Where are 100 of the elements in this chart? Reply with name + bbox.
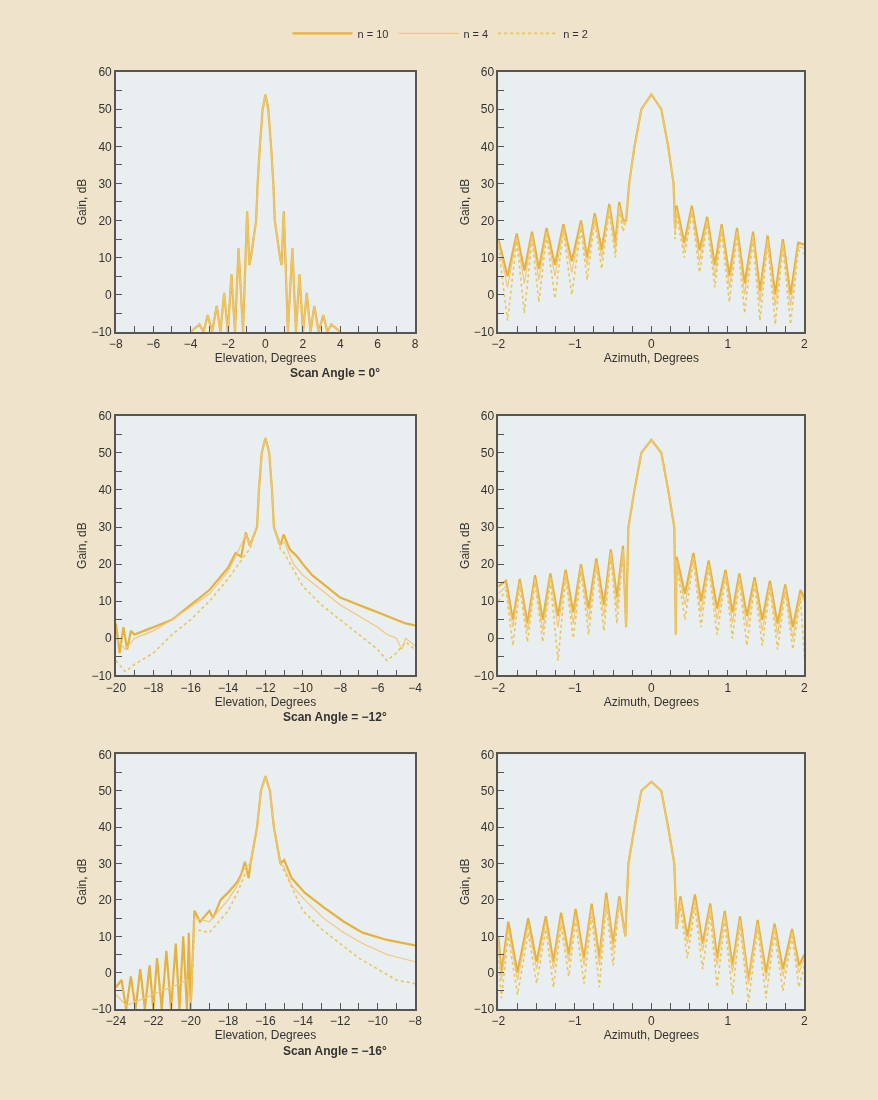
y-tick-label: 20 (98, 893, 113, 908)
line-series (115, 775, 415, 1010)
y-tick-label: 30 (480, 856, 495, 871)
text: n = 2 (563, 27, 588, 40)
x-tick-label: −18 (217, 1014, 239, 1029)
y-tick-label: 60 (98, 65, 113, 80)
x-tick-label: −8 (333, 680, 348, 695)
y-tick-label: 10 (480, 250, 495, 265)
text: Scan Angle = −16° (283, 1044, 387, 1058)
x-tick-label: 2 (800, 680, 808, 695)
y-tick-label: 50 (98, 446, 113, 461)
line-series (189, 775, 415, 1010)
y-tick-label: 60 (480, 65, 495, 80)
y-tick-label: 50 (480, 783, 495, 798)
x-tick-label: −8 (408, 1014, 423, 1029)
x-axis-title: Elevation, Degrees (214, 1028, 317, 1043)
x-tick-label: −18 (143, 680, 164, 695)
y-axis-title: Gain, dB (75, 858, 90, 906)
x-tick-label: −24 (105, 1014, 127, 1029)
x-tick-label: −6 (370, 680, 385, 695)
x-tick-label: −2 (491, 1014, 506, 1029)
y-tick-label: 40 (480, 483, 495, 498)
x-tick-label: −2 (491, 680, 506, 695)
y-tick-label: 50 (98, 783, 113, 798)
x-tick-label: −22 (143, 1014, 164, 1029)
x-axis-title: Azimuth, Degrees (603, 350, 700, 365)
y-tick-label: 60 (480, 408, 495, 423)
y-tick-label: 0 (487, 965, 495, 980)
y-tick-label: 10 (98, 250, 113, 265)
x-tick-label: 1 (724, 1014, 732, 1029)
x-tick-label: 2 (299, 336, 307, 351)
x-tick-label: −14 (292, 1014, 314, 1029)
x-tick-label: 8 (411, 336, 419, 351)
y-tick-label: 20 (480, 557, 495, 572)
x-axis-title: Azimuth, Degrees (603, 1028, 700, 1043)
x-tick-label: −14 (217, 680, 239, 695)
line-series (189, 93, 342, 332)
y-tick-label: 0 (105, 287, 113, 302)
x-tick-label: 0 (647, 680, 655, 695)
y-tick-label: 30 (480, 520, 495, 535)
x-tick-label: 2 (800, 336, 808, 351)
y-tick-label: 20 (480, 893, 495, 908)
y-tick-label: 40 (480, 820, 495, 835)
y-tick-label: 0 (487, 287, 495, 302)
x-tick-label: −4 (408, 680, 423, 695)
y-tick-label: 0 (487, 631, 495, 646)
y-axis-title: Gain, dB (75, 178, 90, 226)
y-tick-label: 10 (98, 929, 113, 944)
x-tick-label: 1 (724, 680, 732, 695)
y-tick-label: 50 (480, 102, 495, 117)
x-tick-label: −20 (105, 680, 127, 695)
x-tick-label: −16 (180, 680, 202, 695)
x-axis-title: Azimuth, Degrees (603, 694, 700, 709)
y-tick-label: 60 (98, 408, 113, 423)
y-tick-label: −10 (91, 668, 113, 683)
y-tick-label: 40 (98, 139, 113, 154)
y-tick-label: 20 (98, 557, 113, 572)
text: Scan Angle = 0° (290, 366, 381, 380)
x-tick-label: 0 (262, 336, 270, 351)
y-axis-title: Gain, dB (457, 178, 472, 226)
text: n = 4 (463, 27, 489, 40)
x-tick-label: 0 (647, 336, 655, 351)
y-tick-label: 10 (480, 929, 495, 944)
y-tick-label: 20 (98, 213, 113, 228)
x-tick-label: 4 (336, 336, 344, 351)
x-tick-label: −10 (292, 680, 314, 695)
y-tick-label: 50 (98, 102, 113, 117)
y-tick-label: 20 (480, 213, 495, 228)
x-tick-label: −16 (255, 1014, 276, 1029)
y-tick-label: 0 (105, 965, 113, 980)
y-tick-label: 30 (98, 856, 113, 871)
y-tick-label: 30 (98, 520, 113, 535)
x-tick-label: −6 (146, 336, 161, 351)
x-tick-label: 2 (800, 1014, 808, 1029)
text: n = 10 (357, 27, 389, 40)
y-tick-label: −10 (473, 668, 495, 683)
x-tick-label: −1 (568, 336, 583, 351)
x-tick-label: −1 (568, 1014, 583, 1029)
y-tick-label: 30 (480, 176, 495, 191)
x-axis-title: Elevation, Degrees (214, 694, 317, 709)
x-tick-label: −12 (330, 1014, 351, 1029)
y-tick-label: 50 (480, 446, 495, 461)
x-axis-title: Elevation, Degrees (214, 350, 317, 365)
x-tick-label: −12 (255, 680, 276, 695)
text: Scan Angle = −12° (283, 710, 387, 724)
x-tick-label: −1 (568, 680, 583, 695)
x-tick-label: −4 (183, 336, 198, 351)
y-tick-label: 40 (98, 820, 113, 835)
y-tick-label: 0 (105, 631, 113, 646)
x-tick-label: −2 (221, 336, 236, 351)
x-tick-label: −20 (180, 1014, 202, 1029)
y-tick-label: 10 (480, 594, 495, 609)
y-tick-label: 40 (98, 483, 113, 498)
y-axis-title: Gain, dB (457, 858, 472, 906)
x-tick-label: 1 (724, 336, 732, 351)
y-tick-label: 30 (98, 176, 113, 191)
y-axis-title: Gain, dB (75, 522, 90, 569)
y-axis-title: Gain, dB (457, 522, 472, 569)
y-tick-label: 60 (98, 747, 113, 762)
x-tick-label: 0 (647, 1014, 655, 1029)
